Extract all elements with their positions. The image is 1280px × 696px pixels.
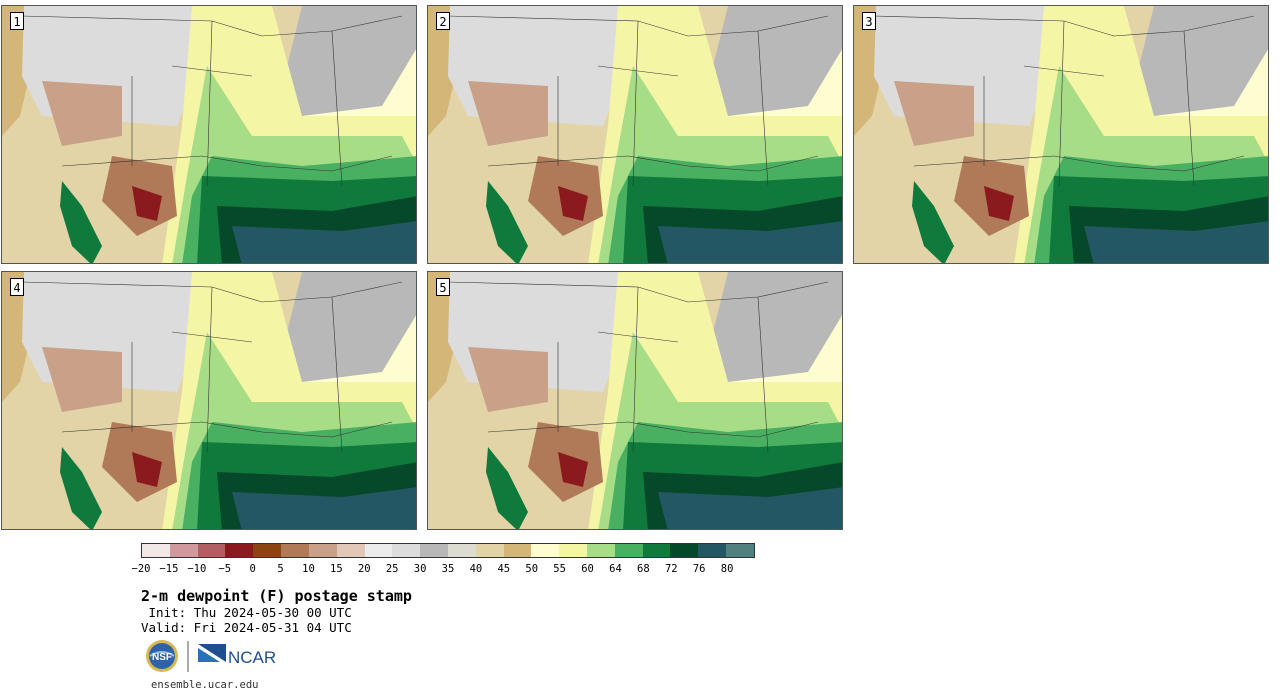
colorbar-segment [364,544,393,557]
colorbar-segment [253,544,282,557]
colorbar-tick-label: 20 [357,563,371,575]
colorbar-tick-labels: −20 −15 −10 −5 0 5 10 15 20 25 30 35 40 45 50 55 60 64 68 7… [132,563,755,577]
colorbar-segment [142,544,170,557]
dewpoint-colorbar [141,543,755,558]
colorbar-tick-label: 80 [720,563,734,575]
colorbar-segment [503,544,532,557]
colorbar-tick-label: 45 [497,563,511,575]
colorbar-tick-label: 40 [469,563,483,575]
colorbar-tick-label: 72 [664,563,678,575]
dewpoint-map [2,6,416,263]
dewpoint-map [854,6,1268,263]
map-dry-darkred [558,452,588,487]
map-dry-darkred [132,186,162,221]
map-dry-pink [894,81,974,146]
colorbar-segment [559,544,587,557]
colorbar-tick-label: 60 [581,563,594,575]
colorbar-segment [308,544,337,557]
map-gulf-76 [658,221,842,263]
colorbar-segment [225,544,254,557]
colorbar-tick-label: −20 [131,563,151,575]
state-borders [21,281,403,453]
member-label: 1 [10,12,24,30]
colorbar-segment [392,544,421,557]
member-label: 4 [10,278,24,296]
colorbar-segment [336,544,365,557]
map-gulf-76 [232,221,416,263]
dewpoint-map [428,272,842,529]
valid-time: Valid: Fri 2024-05-31 04 UTC [141,620,352,635]
colorbar-tick-label: 55 [553,563,566,575]
colorbar-tick-label: 35 [441,563,455,575]
map-dry-darkred [558,186,588,221]
colorbar-tick-label: −10 [187,563,207,575]
colorbar-tick-label: 64 [609,563,622,575]
colorbar-segment [197,544,226,557]
member-label: 2 [436,12,450,30]
colorbar-segment [281,544,309,557]
ncar-logo: NCAR [198,644,276,667]
colorbar-tick-label: −15 [159,563,179,575]
ensemble-member-map-1: 1 [1,5,417,264]
colorbar-segment [475,544,504,557]
colorbar-tick-label: 30 [413,563,427,575]
map-mexico-green [486,181,528,263]
footer-url: ensemble.ucar.edu [151,679,259,691]
map-mexico-green [60,447,102,529]
colorbar-segment [670,544,699,557]
nsf-logo: NSF [146,640,178,672]
colorbar-tick-label: 25 [385,563,399,575]
dewpoint-map [2,272,416,529]
colorbar-tick-label: 76 [692,563,706,575]
colorbar-segment [420,544,448,557]
member-label: 3 [862,12,876,30]
map-dry-pink [42,347,122,412]
state-borders [21,15,403,187]
ncar-logo-text: NCAR [228,648,276,667]
colorbar-tick-label: 5 [277,563,284,575]
init-time: Init: Thu 2024-05-30 00 UTC [141,605,352,620]
map-gulf-76 [658,487,842,529]
map-gulf-76 [232,487,416,529]
colorbar-tick-label: 68 [637,563,650,575]
ensemble-member-map-3: 3 [853,5,1269,264]
state-borders [447,15,829,187]
state-borders [873,15,1255,187]
colorbar-segment [614,544,643,557]
logos: NSF NCAR [146,640,276,672]
ensemble-member-map-2: 2 [427,5,843,264]
colorbar-segment [726,544,754,557]
colorbar-segment [698,544,727,557]
colorbar-segment [531,544,560,557]
product-title: 2-m dewpoint (F) postage stamp [141,587,412,605]
ensemble-member-map-5: 5 [427,271,843,530]
colorbar-tick-label: 10 [302,563,315,575]
colorbar-tick-label: 15 [330,563,343,575]
map-dry-pink [468,81,548,146]
colorbar-segment [642,544,671,557]
map-mexico-green [486,447,528,529]
map-dry-pink [468,347,548,412]
colorbar-tick-label: 50 [525,563,539,575]
map-gulf-76 [1084,221,1268,263]
map-dry-darkred [984,186,1014,221]
colorbar-segment [447,544,476,557]
nsf-logo-text: NSF [152,652,172,663]
member-label: 5 [436,278,450,296]
map-dry-pink [42,81,122,146]
colorbar-tick-label: −5 [218,563,232,575]
colorbar-segment [169,544,198,557]
map-dry-darkred [132,452,162,487]
colorbar-segment [587,544,615,557]
ensemble-member-map-4: 4 [1,271,417,530]
dewpoint-map [428,6,842,263]
state-borders [447,281,829,453]
map-mexico-green [60,181,102,263]
map-mexico-green [912,181,954,263]
colorbar-tick-label: 0 [249,563,256,575]
